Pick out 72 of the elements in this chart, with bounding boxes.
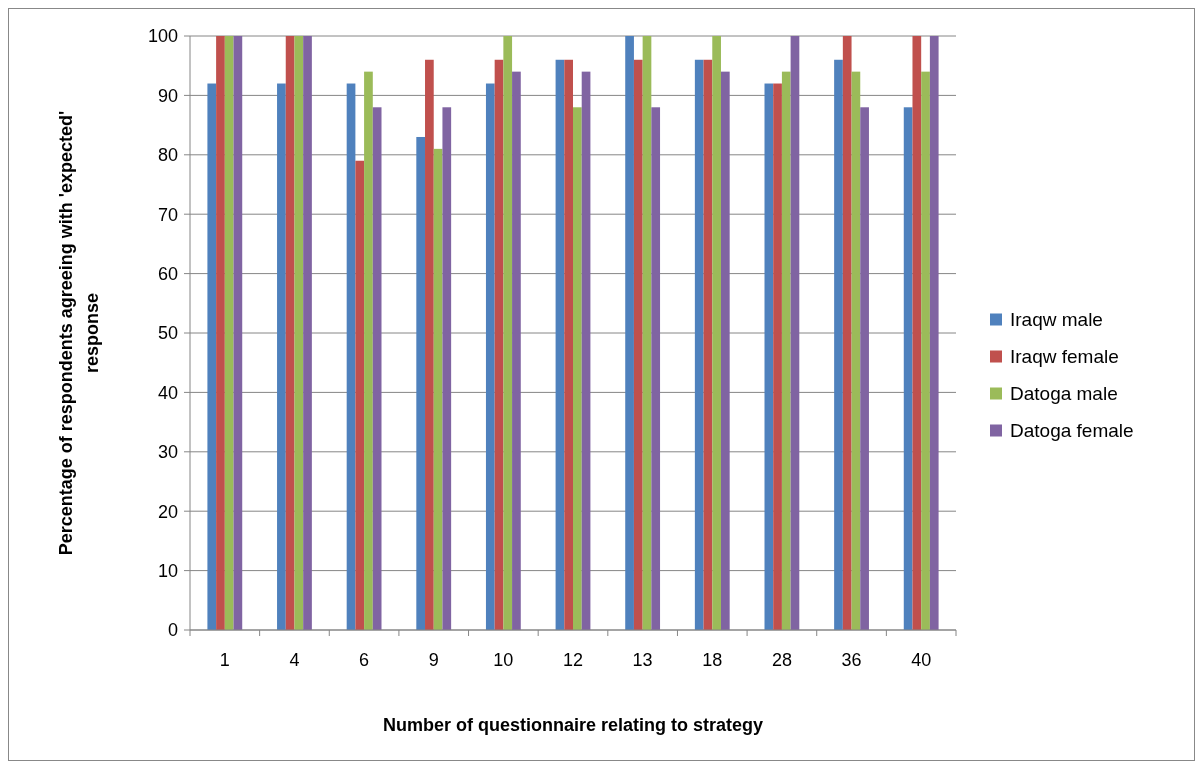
x-tick-label: 6 [359, 650, 370, 670]
x-tick-label: 10 [493, 650, 514, 670]
bar [842, 36, 852, 630]
bar [703, 59, 713, 630]
x-tick-label: 13 [632, 650, 653, 670]
x-axis-title: Number of questionnaire relating to strategy [382, 715, 764, 735]
bar [485, 83, 495, 630]
y-tick-label: 90 [157, 85, 178, 106]
bar [277, 83, 286, 630]
bar [372, 107, 382, 630]
bar [781, 71, 791, 630]
bar [224, 36, 234, 630]
x-tick-label: 40 [911, 650, 932, 670]
bar [442, 107, 452, 630]
legend-label: Datoga male [1010, 383, 1118, 405]
x-tick-label: 18 [702, 650, 723, 670]
legend-label: Iraqw female [1010, 346, 1119, 368]
y-tick-label: 10 [157, 560, 178, 581]
y-axis-title: Percentage of respondents agreeing with 'expected' response [56, 110, 102, 556]
bar [364, 71, 373, 630]
bar [921, 71, 930, 630]
bar [494, 59, 504, 630]
y-tick-label: 40 [157, 382, 178, 403]
bar [851, 71, 861, 630]
bar [512, 71, 521, 630]
bar [694, 59, 704, 630]
bar [294, 36, 304, 630]
x-tick-label: 4 [289, 650, 300, 670]
legend-label: Iraqw male [1010, 309, 1103, 331]
bar [425, 59, 434, 630]
bar [712, 36, 721, 630]
bar [860, 107, 869, 630]
bar [581, 71, 591, 630]
x-tick-label: 28 [771, 650, 792, 670]
bar [433, 148, 443, 630]
x-tick-label: 12 [562, 650, 584, 670]
y-tick-label: 30 [157, 442, 178, 463]
legend-label: Datoga female [1010, 420, 1134, 442]
bar [216, 36, 225, 630]
y-tick-label: 50 [157, 323, 178, 344]
bar [233, 36, 243, 630]
bar [834, 59, 843, 630]
x-tick-label: 36 [841, 650, 862, 670]
y-tick-label: 80 [157, 145, 178, 166]
bar [207, 83, 217, 630]
bar [564, 59, 573, 630]
bar [903, 107, 913, 630]
bar [633, 59, 643, 630]
bar [929, 36, 939, 630]
bar [346, 83, 356, 630]
bar [764, 83, 774, 630]
bar [651, 107, 661, 630]
bar [573, 107, 582, 630]
bar [503, 36, 513, 630]
bar [303, 36, 312, 630]
bar [625, 36, 634, 630]
bar [912, 36, 922, 630]
bar [720, 71, 730, 630]
y-tick-label: 0 [167, 620, 178, 641]
y-tick-label: 100 [147, 26, 178, 47]
x-tick-label: 9 [428, 650, 439, 670]
y-tick-label: 70 [157, 204, 178, 225]
bar [790, 36, 800, 630]
bar [355, 160, 365, 630]
bar [416, 136, 426, 630]
bar [642, 36, 652, 630]
y-tick-label: 20 [157, 501, 178, 522]
x-tick-label: 1 [219, 650, 230, 670]
bar [555, 59, 565, 630]
bar [285, 36, 295, 630]
bar [773, 83, 782, 630]
y-tick-label: 60 [157, 263, 178, 284]
